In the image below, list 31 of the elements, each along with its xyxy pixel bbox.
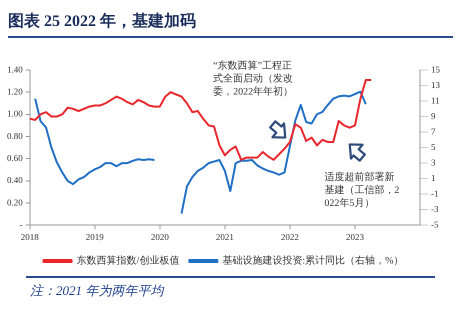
y2-tick-label: 11 [431, 95, 440, 106]
x-tick-label: 2022 [280, 232, 299, 242]
x-tick-label: 2020 [150, 232, 170, 242]
legend-label: 基础设施建设投资:累计同比（右轴，%） [222, 254, 404, 267]
y2-tick-label: -5 [431, 220, 439, 230]
y-tick-label: 0.40 [7, 175, 24, 186]
x-tick-label: 2021 [216, 232, 234, 242]
legend-label: 东数西算指数/创业板值 [76, 254, 180, 267]
y2-tick-label: 15 [431, 64, 440, 74]
y2-tick-label: -3 [431, 204, 439, 214]
y-tick-label: 0.80 [7, 130, 24, 141]
y-tick-label: 0.20 [7, 197, 24, 208]
y-tick-label: 1.20 [7, 86, 24, 97]
annotation: “东数西算”工程正式全面启动（发改委，2022年年初） [213, 59, 294, 98]
y2-tick-label: 9 [431, 110, 436, 121]
y2-tick-label: -1 [431, 188, 438, 199]
y-tick-label: - [20, 220, 23, 230]
chart-title: 图表 25 2022 年，基建加码 [8, 12, 196, 32]
y2-tick-label: 1 [431, 173, 436, 183]
y-tick-label: 0.60 [7, 153, 24, 164]
x-tick-label: 2023 [346, 232, 364, 242]
y2-tick-label: 3 [431, 157, 436, 168]
annotation: 适度超前部署新基建（工信部，2022年5月） [324, 171, 400, 210]
y2-tick-label: 7 [431, 126, 436, 136]
y-tick-label: 1.40 [7, 64, 24, 74]
y2-tick-label: 5 [431, 142, 436, 152]
x-tick-label: 2018 [20, 232, 40, 242]
x-tick-label: 2019 [86, 232, 104, 242]
y2-tick-label: 13 [431, 80, 440, 90]
text: 注：2021 年为两年平均 [30, 282, 166, 300]
y-tick-label: 1.00 [7, 108, 24, 119]
